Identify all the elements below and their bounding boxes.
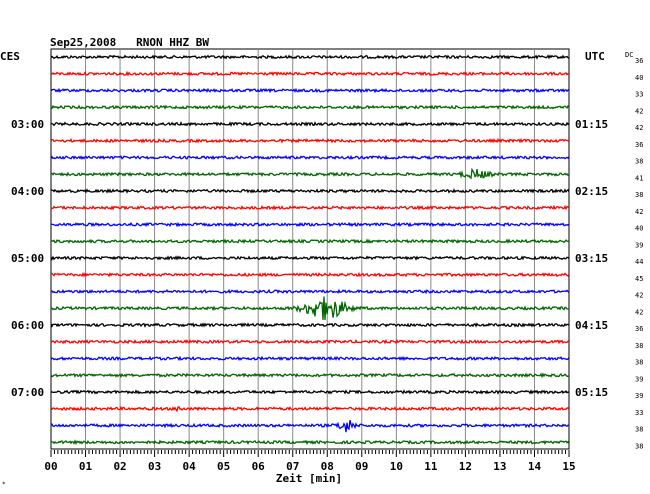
trace-6 bbox=[50, 137, 570, 144]
trace-22 bbox=[50, 405, 570, 413]
left-hour-label: 05:00 bbox=[11, 252, 44, 265]
trace-2 bbox=[50, 70, 570, 77]
x-tick-label: 04 bbox=[183, 460, 197, 473]
chart-title: Sep25,2008 RNON HHZ BW bbox=[50, 36, 209, 49]
x-axis: 00 01 02 03 04 05 06 07 08 09 10 11 12 13 14 15 bbox=[44, 450, 576, 473]
dc-value: 36 bbox=[635, 57, 643, 65]
dc-label: DC bbox=[625, 51, 633, 59]
x-tick-label: 07 bbox=[286, 460, 299, 473]
dc-value: 42 bbox=[635, 124, 643, 132]
right-hour-label: 04:15 bbox=[575, 319, 608, 332]
x-tick-label: 12 bbox=[459, 460, 472, 473]
grid-lines bbox=[50, 48, 570, 450]
trace-9 bbox=[50, 188, 570, 194]
dc-value: 44 bbox=[635, 258, 643, 266]
dc-value: 36 bbox=[635, 141, 643, 149]
x-tick-label: 01 bbox=[79, 460, 93, 473]
dc-value: 42 bbox=[635, 107, 643, 115]
x-tick-label: 14 bbox=[528, 460, 542, 473]
right-hour-label: 01:15 bbox=[575, 118, 608, 131]
left-hour-label: 03:00 bbox=[11, 118, 44, 131]
left-timezone-label: CES bbox=[0, 50, 20, 63]
left-hour-labels: 03:00 04:00 05:00 06:00 07:00 bbox=[11, 118, 44, 399]
trace-12 bbox=[50, 238, 570, 245]
trace-14 bbox=[50, 271, 570, 278]
trace-18 bbox=[50, 338, 570, 345]
trace-20 bbox=[50, 372, 570, 379]
seismic-traces bbox=[50, 54, 570, 446]
x-tick-label: 10 bbox=[390, 460, 403, 473]
dc-value: 39 bbox=[635, 241, 643, 249]
dc-value: 42 bbox=[635, 292, 643, 300]
trace-1 bbox=[50, 54, 570, 60]
trace-23 bbox=[50, 420, 570, 433]
x-tick-label: 00 bbox=[44, 460, 57, 473]
trace-19 bbox=[50, 355, 570, 362]
x-tick-label: 13 bbox=[493, 460, 506, 473]
trace-11 bbox=[50, 221, 570, 228]
dc-value: 38 bbox=[635, 342, 643, 350]
dc-value: 38 bbox=[635, 158, 643, 166]
dc-value: 33 bbox=[635, 409, 643, 417]
dc-value: 39 bbox=[635, 375, 643, 383]
dc-values: 36 40 33 42 42 36 38 41 38 42 40 39 44 45 42 42 36 38 38 39… bbox=[635, 57, 643, 450]
trace-5 bbox=[50, 121, 570, 127]
trace-24 bbox=[50, 439, 570, 446]
dc-value: 38 bbox=[635, 359, 643, 367]
trace-4 bbox=[50, 104, 570, 110]
x-tick-label: 06 bbox=[252, 460, 266, 473]
x-axis-label: Zeit [min] bbox=[276, 472, 342, 485]
dc-value: 33 bbox=[635, 91, 643, 99]
x-tick-label: 03 bbox=[148, 460, 161, 473]
x-tick-label: 08 bbox=[321, 460, 334, 473]
trace-17 bbox=[50, 322, 570, 328]
dc-value: 42 bbox=[635, 208, 643, 216]
right-hour-label: 03:15 bbox=[575, 252, 608, 265]
dc-value: 45 bbox=[635, 275, 643, 283]
x-tick-label: 05 bbox=[217, 460, 230, 473]
dc-value: 40 bbox=[635, 74, 643, 82]
dc-value: 38 bbox=[635, 191, 643, 199]
left-hour-label: 06:00 bbox=[11, 319, 44, 332]
dc-value: 41 bbox=[635, 174, 643, 182]
x-tick-label: 11 bbox=[424, 460, 438, 473]
trace-15 bbox=[50, 288, 570, 295]
dc-value: 42 bbox=[635, 308, 643, 316]
plot-border bbox=[50, 48, 570, 450]
trace-8 bbox=[50, 167, 570, 180]
right-hour-labels: 01:15 02:15 03:15 04:15 05:15 bbox=[575, 118, 608, 399]
trace-7 bbox=[50, 154, 570, 161]
right-hour-label: 02:15 bbox=[575, 185, 608, 198]
corner-mark: * bbox=[2, 481, 6, 488]
trace-13 bbox=[50, 255, 570, 261]
right-timezone-label: UTC bbox=[585, 50, 605, 63]
trace-10 bbox=[50, 204, 570, 211]
left-hour-label: 07:00 bbox=[11, 386, 44, 399]
dc-value: 40 bbox=[635, 225, 643, 233]
x-tick-label: 02 bbox=[113, 460, 126, 473]
trace-16 bbox=[50, 296, 570, 321]
x-tick-label: 09 bbox=[355, 460, 368, 473]
x-tick-label: 15 bbox=[562, 460, 575, 473]
dc-value: 36 bbox=[635, 325, 643, 333]
dc-value: 38 bbox=[635, 426, 643, 434]
trace-21 bbox=[50, 389, 570, 395]
dc-value: 39 bbox=[635, 392, 643, 400]
trace-3 bbox=[50, 87, 570, 94]
left-hour-label: 04:00 bbox=[11, 185, 44, 198]
dc-value: 38 bbox=[635, 442, 643, 450]
right-hour-label: 05:15 bbox=[575, 386, 608, 399]
